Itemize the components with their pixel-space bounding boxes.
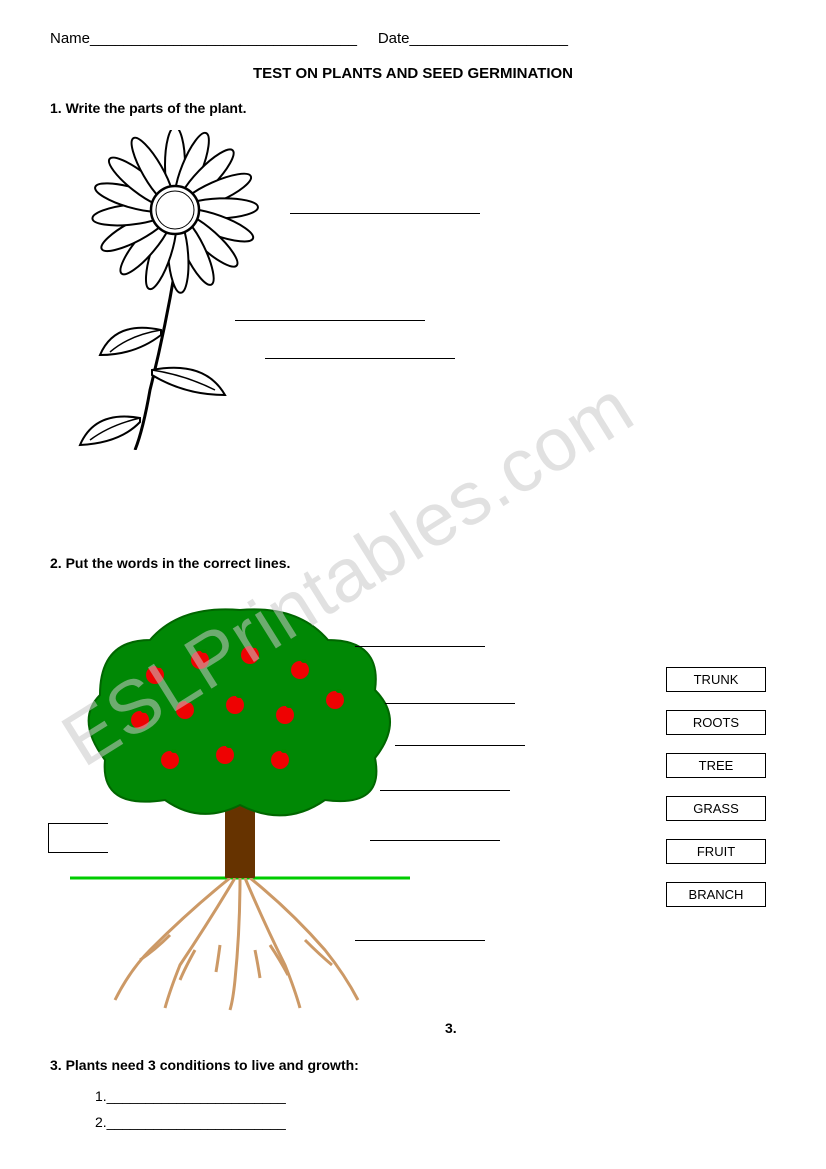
q1-blank-2[interactable] [235,320,425,321]
word-bank: TRUNK ROOTS TREE GRASS FRUIT BRANCH [666,667,766,907]
stray-number: 3. [445,1020,457,1036]
q1-blank-3[interactable] [265,358,455,359]
q3-answer-2[interactable]: 2._______________________ [95,1114,286,1130]
q3-answer-1[interactable]: 1._______________________ [95,1088,286,1104]
name-blank[interactable]: ________________________________ [90,30,357,47]
name-label: Name [50,30,90,47]
word-trunk[interactable]: TRUNK [666,667,766,692]
date-label: Date [378,30,410,47]
q2-blank-5[interactable] [370,840,500,841]
q2-blank-3[interactable] [395,745,525,746]
word-fruit[interactable]: FRUIT [666,839,766,864]
q2-blank-2[interactable] [385,703,515,704]
word-branch[interactable]: BRANCH [666,882,766,907]
question-3: 3. Plants need 3 conditions to live and … [50,1057,359,1073]
question-2: 2. Put the words in the correct lines. [50,555,290,571]
q2-blank-4[interactable] [380,790,510,791]
date-blank[interactable]: ___________________ [410,30,569,47]
word-roots[interactable]: ROOTS [666,710,766,735]
q1-blank-1[interactable] [290,213,480,214]
word-tree[interactable]: TREE [666,753,766,778]
q2-blank-1[interactable] [355,646,485,647]
page-title: TEST ON PLANTS AND SEED GERMINATION [50,65,776,82]
flower-diagram [55,130,295,450]
q2-left-blank[interactable] [48,823,108,853]
q2-blank-6[interactable] [355,940,485,941]
worksheet-header: Name________________________________ Dat… [50,30,776,47]
q3-answers: 1._______________________ 2.____________… [95,1088,286,1140]
tree-diagram [70,600,410,1020]
question-1: 1. Write the parts of the plant. [50,100,776,116]
word-grass[interactable]: GRASS [666,796,766,821]
